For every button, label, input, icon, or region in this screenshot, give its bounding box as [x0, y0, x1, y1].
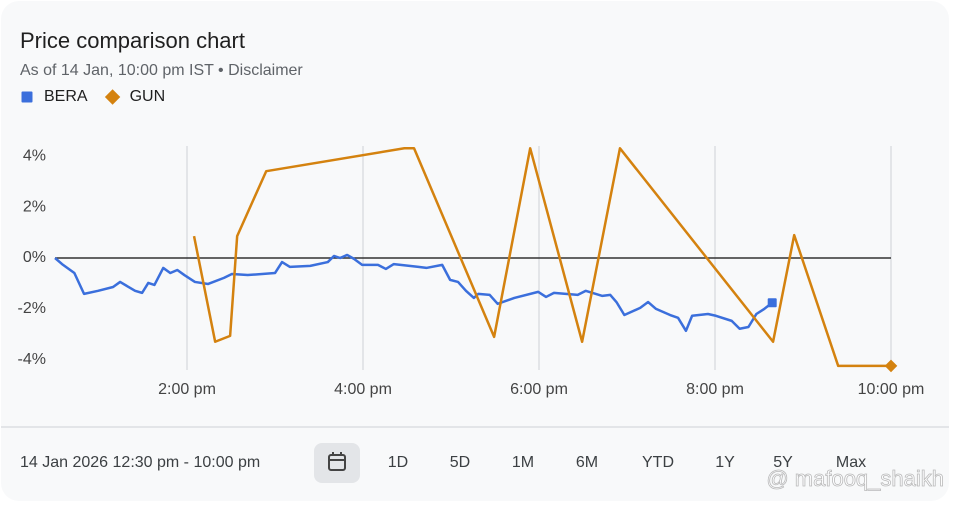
y-tick-label: -2% [18, 300, 46, 317]
range-button[interactable]: 5Y [773, 454, 793, 471]
y-tick-label: 0% [23, 249, 46, 266]
range-button[interactable]: 5D [450, 454, 470, 471]
range-button[interactable]: 1M [512, 454, 534, 471]
legend-label: BERA [44, 88, 88, 105]
range-button[interactable]: YTD [642, 454, 674, 471]
y-tick-label: -4% [18, 351, 46, 368]
legend-marker [21, 91, 33, 103]
calendar-icon [328, 452, 346, 471]
range-button[interactable]: 1D [388, 454, 408, 471]
x-tick-label: 8:00 pm [686, 381, 744, 398]
x-tick-label: 2:00 pm [158, 381, 216, 398]
series-line [192, 147, 891, 368]
range-button[interactable]: 6M [576, 454, 598, 471]
watermark: @ mafooq_shaikh [766, 466, 944, 491]
legend-label: GUN [130, 88, 166, 105]
range-button[interactable]: 1Y [715, 454, 735, 471]
x-tick-label: 4:00 pm [334, 381, 392, 398]
series-line [54, 253, 773, 333]
end-marker [884, 359, 898, 373]
range-button[interactable]: Max [836, 454, 866, 471]
y-tick-label: 2% [23, 198, 46, 215]
chart-subtitle: As of 14 Jan, 10:00 pm IST • Disclaimer [20, 62, 303, 79]
calendar-button[interactable] [314, 443, 360, 483]
end-marker [767, 298, 777, 308]
chart-title: Price comparison chart [20, 28, 245, 53]
x-tick-label: 6:00 pm [510, 381, 568, 398]
y-tick-label: 4% [23, 147, 46, 164]
x-tick-label: 10:00 pm [858, 381, 925, 398]
date-range: 14 Jan 2026 12:30 pm - 10:00 pm [20, 454, 260, 471]
card [1, 1, 949, 501]
legend-marker [104, 89, 121, 105]
